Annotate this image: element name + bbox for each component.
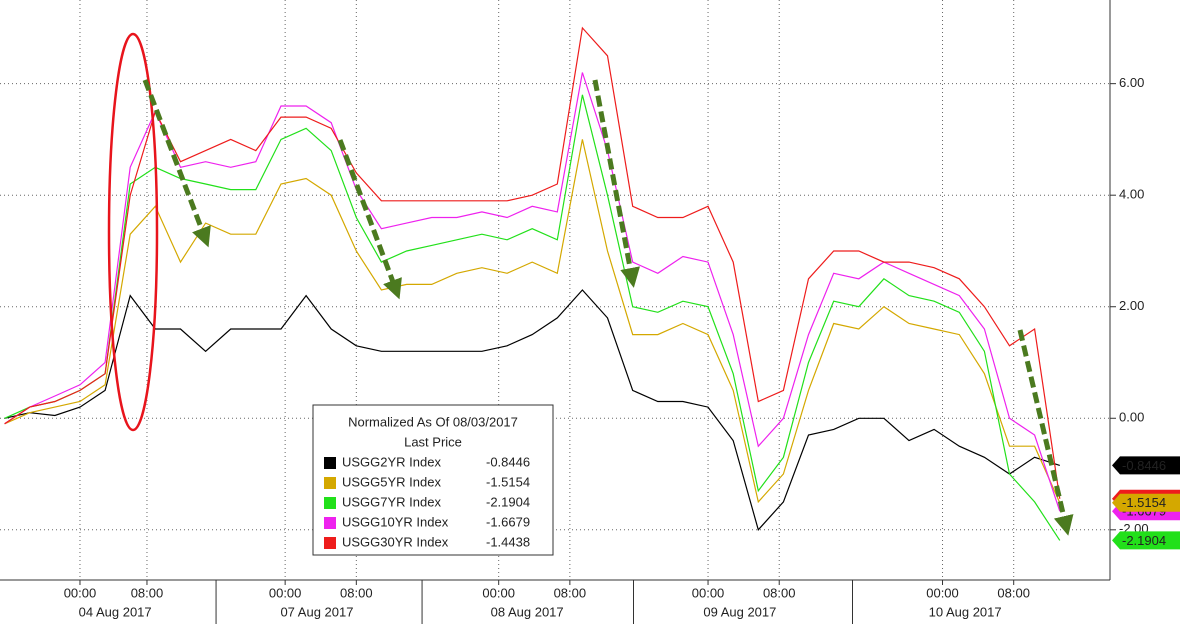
trend-arrow: [1017, 329, 1074, 536]
trend-arrow: [592, 79, 640, 288]
series-line: [4, 289, 1060, 532]
date-label: 10 Aug 2017: [929, 604, 1002, 619]
legend-label: USGG7YR Index: [342, 494, 441, 509]
legend-swatch: [324, 537, 336, 549]
legend: Normalized As Of 08/03/2017 Last Price U…: [312, 404, 554, 556]
legend-value: -0.8446: [486, 454, 530, 469]
trend-arrow: [142, 79, 211, 248]
legend-swatch: [324, 517, 336, 529]
y-tick-label: 2.00: [1119, 298, 1144, 313]
legend-label: USGG2YR Index: [342, 454, 441, 469]
legend-label: USGG10YR Index: [342, 514, 449, 529]
x-tick-label: 00:00: [269, 585, 302, 600]
legend-value: -1.6679: [486, 514, 530, 529]
x-tick-label: 00:00: [926, 585, 959, 600]
legend-label: USGG5YR Index: [342, 474, 441, 489]
x-tick-label: 00:00: [482, 585, 515, 600]
price-badge-label: -1.5154: [1122, 495, 1166, 510]
price-badge-label: -0.8446: [1122, 458, 1166, 473]
legend-swatch: [324, 497, 336, 509]
legend-box: [312, 404, 554, 556]
legend-value: -1.5154: [486, 474, 530, 489]
x-tick-label: 08:00: [763, 585, 796, 600]
legend-subtitle: Last Price: [404, 434, 462, 449]
legend-swatch: [324, 477, 336, 489]
price-badge: [1112, 456, 1180, 475]
x-tick-label: 08:00: [340, 585, 373, 600]
x-tick-label: 00:00: [692, 585, 725, 600]
legend-title: Normalized As Of 08/03/2017: [348, 414, 518, 429]
x-tick-label: 08:00: [997, 585, 1030, 600]
series-line: [4, 139, 1061, 504]
x-tick-label: 08:00: [131, 585, 164, 600]
legend-label: USGG30YR Index: [342, 534, 449, 549]
date-label: 09 Aug 2017: [703, 604, 776, 619]
y-tick-label: 6.00: [1119, 75, 1144, 90]
legend-value: -2.1904: [486, 494, 530, 509]
series-line: [4, 26, 1061, 499]
trend-arrow: [337, 139, 402, 300]
annotations: [107, 32, 1074, 536]
legend-value: -1.4438: [486, 534, 530, 549]
highlight-ellipse: [107, 32, 159, 432]
date-label: 04 Aug 2017: [79, 604, 152, 619]
price-badge: [1112, 493, 1180, 512]
price-badge-label: -2.1904: [1122, 533, 1166, 548]
price-badge: [1112, 531, 1180, 550]
date-label: 08 Aug 2017: [491, 604, 564, 619]
y-tick-label: 0.00: [1119, 410, 1144, 425]
legend-swatch: [324, 457, 336, 469]
date-label: 07 Aug 2017: [280, 604, 353, 619]
x-tick-label: 00:00: [64, 585, 97, 600]
y-tick-label: 4.00: [1119, 187, 1144, 202]
x-tick-label: 08:00: [554, 585, 587, 600]
